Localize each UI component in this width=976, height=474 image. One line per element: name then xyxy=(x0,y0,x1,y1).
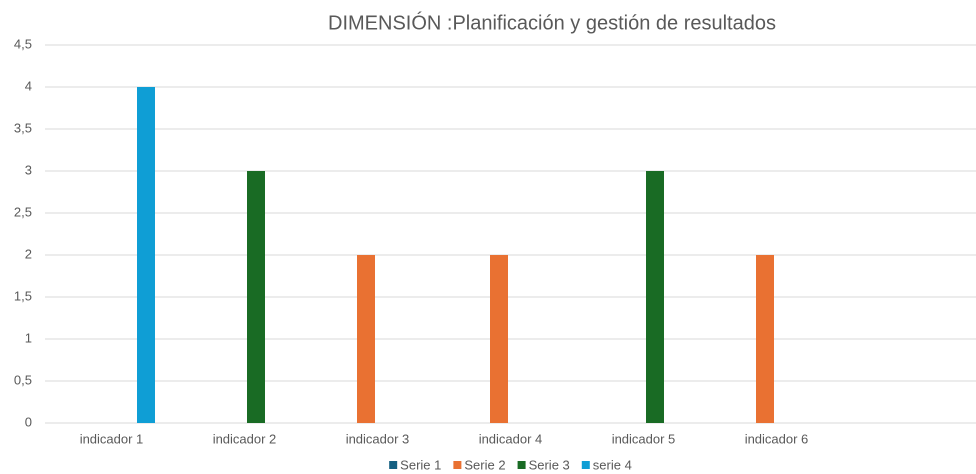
y-tick-label: 4,5 xyxy=(14,36,32,51)
x-tick-label: indicador 6 xyxy=(745,431,809,446)
y-tick-label: 4 xyxy=(25,78,32,93)
y-tick-label: 1,5 xyxy=(14,288,32,303)
legend-swatch xyxy=(389,461,398,469)
bar xyxy=(490,255,508,423)
y-tick-label: 3,5 xyxy=(14,120,32,135)
legend-swatch xyxy=(517,461,526,469)
bar xyxy=(137,87,155,423)
legend-label: Serie 3 xyxy=(529,457,570,472)
y-tick-label: 2,5 xyxy=(14,204,32,219)
x-tick-label: indicador 1 xyxy=(80,431,144,446)
legend-swatch xyxy=(581,461,590,469)
bar xyxy=(646,171,664,423)
legend-label: serie 4 xyxy=(593,457,632,472)
y-tick-label: 2 xyxy=(25,246,32,261)
x-tick-label: indicador 5 xyxy=(612,431,676,446)
x-tick-label: indicador 4 xyxy=(479,431,543,446)
legend-label: Serie 1 xyxy=(400,457,441,472)
y-tick-label: 3 xyxy=(25,162,32,177)
bar xyxy=(756,255,774,423)
bar xyxy=(357,255,375,423)
bar xyxy=(247,171,265,423)
legend-swatch xyxy=(453,461,462,469)
y-tick-label: 0 xyxy=(25,414,32,429)
y-tick-label: 1 xyxy=(25,330,32,345)
y-tick-label: 0,5 xyxy=(14,372,32,387)
x-tick-label: indicador 3 xyxy=(346,431,410,446)
legend-label: Serie 2 xyxy=(464,457,505,472)
chart-title: DIMENSIÓN :Planificación y gestión de re… xyxy=(328,11,776,34)
x-tick-label: indicador 2 xyxy=(213,431,277,446)
